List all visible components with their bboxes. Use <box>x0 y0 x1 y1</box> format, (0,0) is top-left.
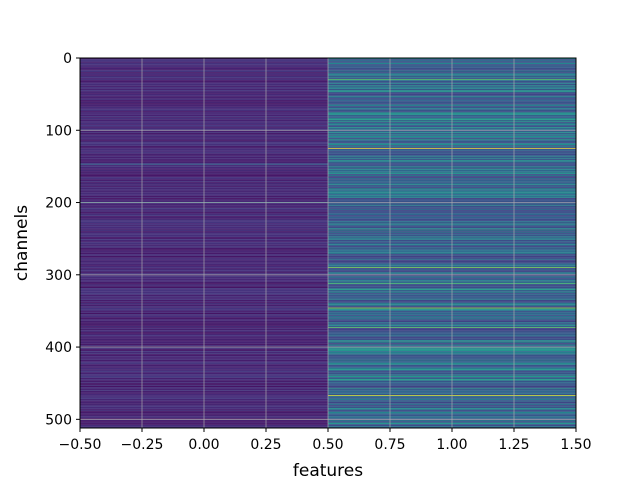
y-tick-label: 200 <box>45 196 72 212</box>
x-tick-label: 0.00 <box>188 437 219 453</box>
y-tick-label: 100 <box>45 123 72 139</box>
y-tick-label: 400 <box>45 340 72 356</box>
y-tick-label: 300 <box>45 268 72 284</box>
x-tick-label: 0.50 <box>312 437 343 453</box>
x-tick-label: 0.25 <box>250 437 281 453</box>
y-tick-label: 0 <box>63 51 72 67</box>
x-axis: −0.50 −0.25 0.00 0.25 0.50 0.75 1.00 1.25 1.50 <box>59 428 592 453</box>
y-axis-label: channels <box>12 205 32 281</box>
x-tick-label: 0.75 <box>374 437 405 453</box>
x-tick-label: 1.00 <box>436 437 467 453</box>
x-tick-label: 1.50 <box>560 437 591 453</box>
x-tick-label: −0.50 <box>59 437 102 453</box>
x-tick-label: 1.25 <box>498 437 529 453</box>
x-axis-label: features <box>293 461 363 480</box>
y-axis: 0 100 200 300 400 500 <box>45 51 80 428</box>
x-tick-label: −0.25 <box>121 437 164 453</box>
y-tick-label: 500 <box>45 412 72 428</box>
